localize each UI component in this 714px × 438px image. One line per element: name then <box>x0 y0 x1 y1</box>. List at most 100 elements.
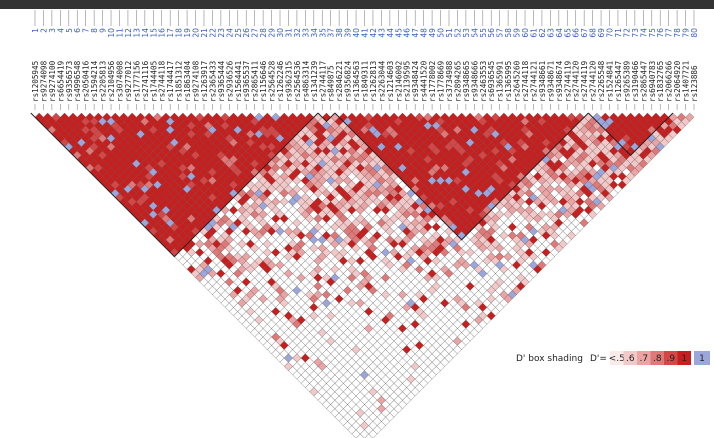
snp-rs-label: rs1214603 <box>386 61 395 102</box>
snp-rs-label: rs1777156 <box>132 60 141 102</box>
snp-index-label: 16 <box>158 28 167 38</box>
snp-index-label: 71 <box>614 28 623 38</box>
snp-rs-label: rs4996548 <box>73 60 82 102</box>
snp-index-label: 13 <box>132 28 141 38</box>
snp-index-label: 67 <box>580 28 589 38</box>
snp-index-label: 59 <box>513 28 522 38</box>
legend-bin-swatch <box>637 351 651 365</box>
snp-rs-label: rs2564536 <box>293 60 302 102</box>
legend-bins: <.5.6 .7 .8 .9 1 <box>609 351 691 365</box>
snp-index-label: 70 <box>606 28 615 38</box>
snp-rs-label: rs4863314 <box>301 60 310 102</box>
snp-index-label: 29 <box>268 28 277 38</box>
snp-rs-label: rs1594214 <box>90 60 99 102</box>
snp-index-label: 45 <box>394 28 403 38</box>
snp-index-label: 42 <box>369 28 378 38</box>
legend-prefix: D'= <box>590 354 607 364</box>
legend-bin-label: .8 <box>653 354 662 364</box>
snp-rs-label: rs4441520 <box>420 60 429 102</box>
snp-rs-label: rs1524841 <box>606 60 615 102</box>
snp-rs-label: rs2744117 <box>318 61 327 102</box>
snp-rs-label: rs1262813 <box>369 61 378 102</box>
snp-rs-label: rs9348666 <box>470 60 479 102</box>
snp-rs-label: rs9348665 <box>462 61 471 102</box>
block-outline <box>588 112 674 156</box>
snp-rs-label: rs9348674 <box>555 60 564 102</box>
legend-special-swatch <box>694 351 710 365</box>
snp-index-label: 44 <box>386 28 395 38</box>
snp-rs-label: rs2744120 <box>572 60 581 102</box>
snp-index-label: 79 <box>682 28 691 38</box>
block-outline <box>30 112 319 258</box>
snp-index-label: 33 <box>301 28 310 38</box>
snp-rs-label: rs1262246 <box>276 60 285 102</box>
snp-index-label: 50 <box>437 28 446 38</box>
legend-bin-swatch <box>610 351 624 365</box>
legend-bin-swatch <box>677 351 691 365</box>
snp-rs-label: rs2744119 <box>580 60 589 102</box>
snp-index-label: 68 <box>589 28 598 38</box>
snp-rs-label: rs3734988 <box>445 60 454 102</box>
snp-index-label: 3 <box>48 28 57 33</box>
snp-index-label: 60 <box>521 28 530 38</box>
snp-rs-label: rs9356573 <box>65 61 74 102</box>
snp-rs-label: rs1744405 <box>149 61 158 102</box>
snp-rs-label: rs1205945 <box>31 61 40 102</box>
snp-index-label: 2 <box>39 28 48 33</box>
snp-index-label: 49 <box>428 28 437 38</box>
snp-index-label: 80 <box>690 28 699 38</box>
snp-rs-label: rs3074008 <box>115 60 124 102</box>
snp-index-label: 4 <box>56 28 65 33</box>
snp-rs-label: rs2139595 <box>403 61 412 102</box>
snp-rs-label: rs1851312 <box>175 61 184 102</box>
snp-rs-label: rs1364563 <box>352 61 361 102</box>
snp-rs-label: rs2365433 <box>208 61 217 102</box>
snp-rs-label: rs6936545 <box>487 61 496 102</box>
snp-index-label: 74 <box>639 28 648 38</box>
block-outline <box>317 112 336 123</box>
snp-index-label: 11 <box>115 28 124 38</box>
ld-cells <box>30 112 695 438</box>
snp-rs-label: rs9274108 <box>192 60 201 102</box>
snp-index-label: 9 <box>99 28 108 33</box>
legend-bin-label: .7 <box>639 354 648 364</box>
snp-rs-label: rs1832765 <box>656 61 665 102</box>
snp-rs-label: rs9274100 <box>48 60 57 102</box>
snp-index-label: 23 <box>217 28 226 38</box>
snp-rs-label: rs2936526 <box>225 60 234 102</box>
top-bar <box>0 0 714 9</box>
snp-index-label: 69 <box>597 28 606 38</box>
legend-bin-label: .6 <box>626 354 635 364</box>
snp-index-label: 64 <box>555 28 564 38</box>
snp-index-label: 24 <box>225 28 234 38</box>
snp-rs-label: rs6940783 <box>648 61 657 102</box>
snp-rs-label: rs1265447 <box>614 61 623 102</box>
snp-index-label: 76 <box>656 28 665 38</box>
snp-index-label: 57 <box>496 28 505 38</box>
snp-index-label: 30 <box>276 28 285 38</box>
snp-rs-label: rs1778669 <box>437 60 446 102</box>
snp-index-label: 26 <box>242 28 251 38</box>
snp-index-label: 21 <box>200 28 209 38</box>
legend: D' box shading D'= <.5.6 .7 .8 .9 1 1 <box>516 351 710 365</box>
snp-rs-label: rs3190466 <box>631 60 640 102</box>
snp-index-label: 22 <box>208 28 217 38</box>
snp-index-label: 48 <box>420 28 429 38</box>
snp-rs-label: rs2744118 <box>158 60 167 102</box>
snp-index-label: 34 <box>310 28 319 38</box>
legend-bin-swatch <box>664 351 678 365</box>
snp-index-label: 37 <box>327 28 336 38</box>
snp-index-label: 58 <box>504 28 513 38</box>
snp-rs-label: rs2744120 <box>589 60 598 102</box>
snp-rs-label: rs2463553 <box>479 61 488 102</box>
snp-rs-label: rs9277012 <box>124 61 133 102</box>
snp-rs-label: rs1407721 <box>682 60 691 102</box>
snp-index-label: 56 <box>487 28 496 38</box>
snp-index-label: 35 <box>318 28 327 38</box>
snp-rs-label: rs1341239 <box>310 60 319 102</box>
legend-bin-label: 1 <box>681 354 687 364</box>
snp-index-label: 55 <box>479 28 488 38</box>
snp-index-label: 27 <box>251 28 260 38</box>
legend-bin-swatch <box>623 351 637 365</box>
